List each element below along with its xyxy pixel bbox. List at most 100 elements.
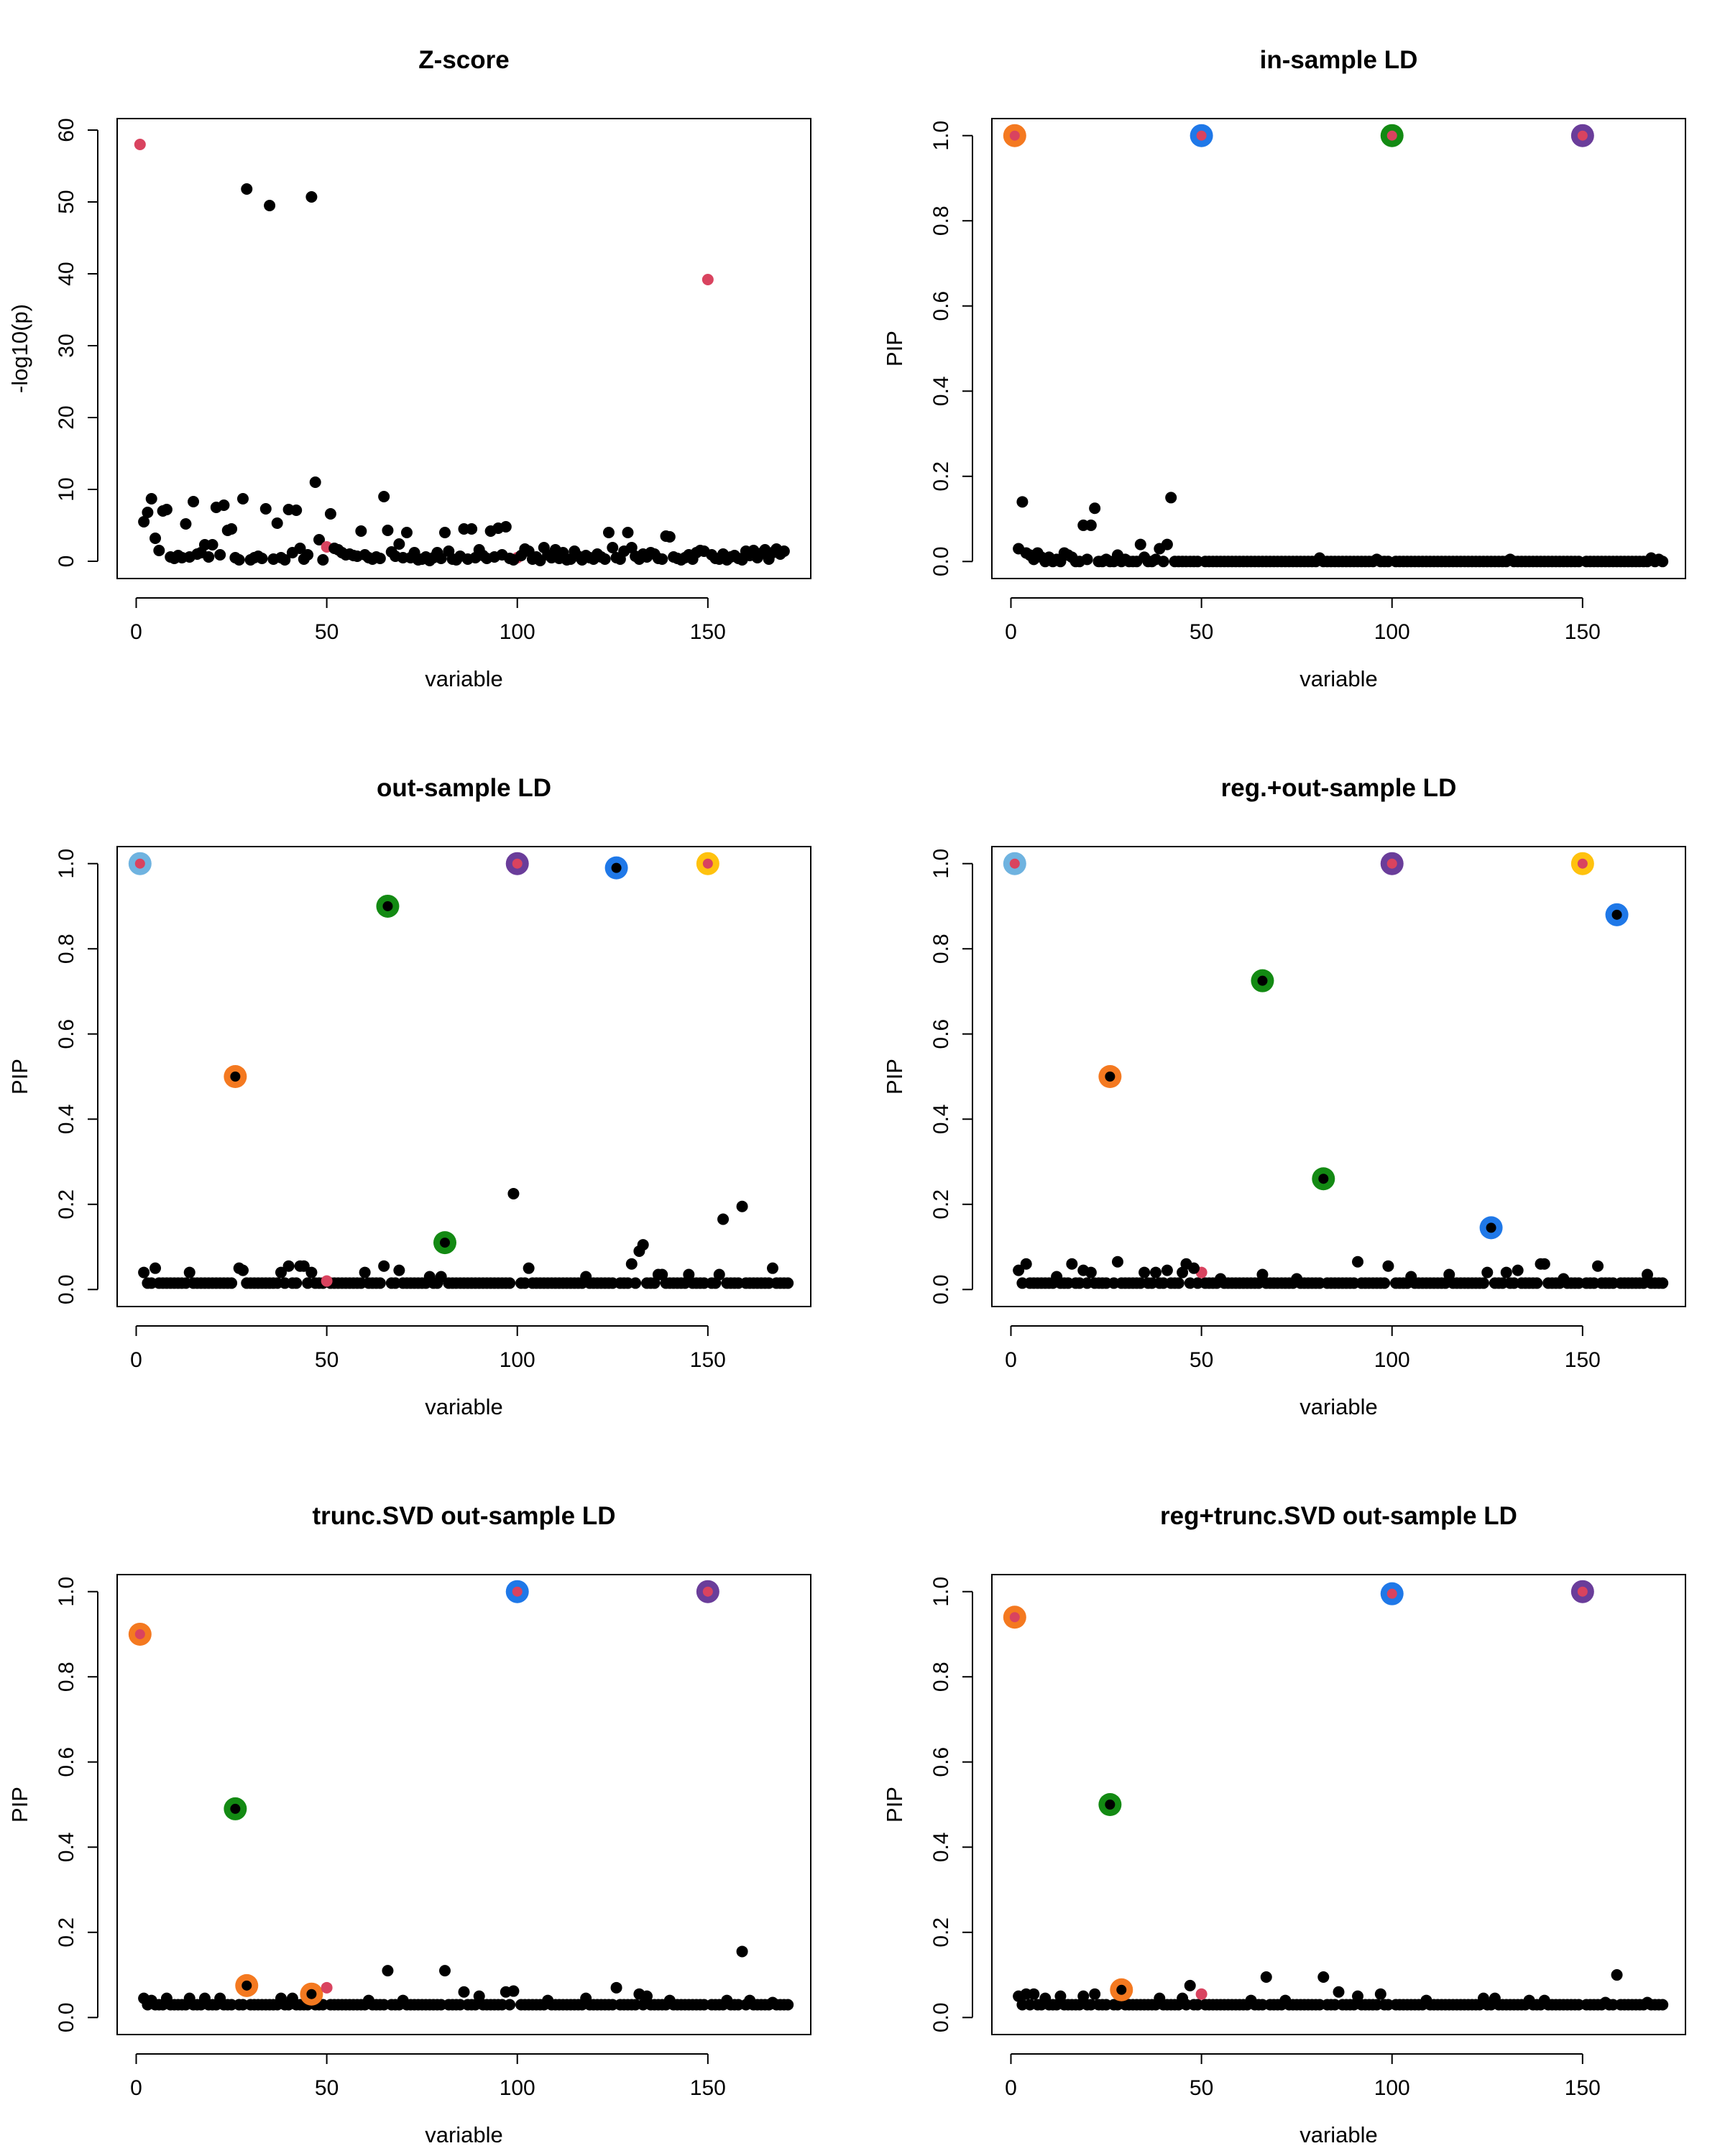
data-points <box>134 139 790 566</box>
y-axis: 0.0 0.2 0.4 0.6 0.8 1.0 <box>929 849 973 1304</box>
plot-frame <box>116 118 811 579</box>
data-point <box>507 1187 520 1199</box>
data-point <box>1352 1990 1364 2002</box>
data-point <box>1538 1258 1550 1270</box>
y-tick-label: 0.4 <box>55 1832 78 1862</box>
plot-frame <box>991 1574 1686 2035</box>
y-axis-label: PIP <box>882 331 907 367</box>
panel-title: reg+trunc.SVD out-sample LD <box>1160 1502 1517 1530</box>
data-points <box>1003 1580 1669 2011</box>
data-point <box>188 496 200 507</box>
panel-title: trunc.SVD out-sample LD <box>313 1502 616 1530</box>
data-point <box>374 553 386 564</box>
data-point <box>226 1277 238 1289</box>
x-tick-label: 100 <box>500 620 535 644</box>
x-axis-label: variable <box>425 1394 503 1419</box>
data-point <box>1245 1994 1257 2007</box>
causal-variant-point <box>1386 1588 1397 1599</box>
data-point <box>230 1072 241 1082</box>
x-tick-label: 0 <box>130 620 142 644</box>
data-point <box>290 1277 303 1289</box>
data-point <box>1333 1986 1345 1998</box>
data-point <box>625 542 638 553</box>
panel-1: Z-score 0 50 100 150 variable 0 10 20 30 40 50 60 -lo… <box>7 46 811 691</box>
x-tick-label: 50 <box>315 1348 339 1372</box>
panel-2: in-sample LD0 50 100 150variable0.00.20.40.… <box>882 46 1686 691</box>
data-point <box>1477 1277 1489 1289</box>
y-tick-label: 0.6 <box>55 1747 78 1777</box>
data-point <box>286 1992 298 2004</box>
data-point <box>275 1266 287 1279</box>
data-point <box>302 549 314 561</box>
data-point <box>214 549 226 561</box>
data-point <box>1652 553 1665 566</box>
data-point <box>766 1996 778 2009</box>
causal-variant-point <box>1195 1988 1208 2000</box>
x-axis-label: variable <box>425 666 503 691</box>
panel-title: reg.+out-sample LD <box>1221 774 1457 802</box>
data-point <box>1257 975 1268 986</box>
data-point <box>203 551 215 563</box>
data-point <box>1489 1992 1501 2004</box>
y-tick-label: 0.4 <box>55 1104 78 1134</box>
x-tick-label: 50 <box>1190 1348 1213 1372</box>
panel-title: in-sample LD <box>1260 46 1418 74</box>
panel-6: reg+trunc.SVD out-sample LD 0 50 100 150 vari… <box>882 1502 1686 2147</box>
data-point <box>298 1260 310 1272</box>
data-point <box>580 1992 592 2004</box>
data-point <box>599 553 611 565</box>
data-point <box>362 1994 374 2007</box>
data-point <box>1538 1994 1550 2007</box>
x-axis-label: variable <box>425 2122 503 2147</box>
panel-5: trunc.SVD out-sample LD 0 50 100 150 variable… <box>7 1502 811 2147</box>
causal-variant-point <box>1577 1586 1588 1597</box>
data-point <box>378 1260 390 1272</box>
data-point <box>656 553 668 565</box>
data-point <box>1558 1273 1570 1285</box>
data-point <box>778 545 790 557</box>
y-tick-label: 0.8 <box>55 934 78 964</box>
data-point <box>663 531 676 543</box>
data-point <box>279 554 291 566</box>
x-axis: 0 50 100 150 <box>130 597 726 644</box>
data-point <box>1531 1277 1543 1289</box>
data-point <box>1420 1994 1432 2007</box>
data-point <box>1039 1992 1052 2004</box>
data-point <box>630 1277 642 1289</box>
data-point <box>504 1277 516 1289</box>
data-point <box>305 1266 318 1279</box>
y-tick-label: 0.2 <box>929 1189 953 1220</box>
x-tick-label: 0 <box>130 1348 142 1372</box>
causal-variant-point <box>1386 858 1397 869</box>
data-point <box>374 1277 386 1289</box>
causal-variant-point <box>1009 1612 1020 1623</box>
causal-variant-point <box>134 1628 145 1639</box>
x-tick-label: 50 <box>315 2076 339 2100</box>
y-tick-label: 0.8 <box>929 206 953 236</box>
data-point <box>721 1994 733 2007</box>
causal-variant-point <box>512 858 523 869</box>
data-point <box>1081 553 1093 566</box>
data-point <box>206 539 218 550</box>
x-tick-label: 50 <box>1190 2076 1213 2100</box>
data-points <box>1003 124 1669 568</box>
causal-variant-point <box>512 1586 523 1597</box>
y-tick-label: 50 <box>55 190 78 213</box>
causal-variant-point <box>1009 130 1020 141</box>
y-tick-label: 0.8 <box>929 934 953 964</box>
plot-frame <box>116 846 811 1307</box>
data-point <box>282 1260 295 1272</box>
data-point <box>435 1271 447 1283</box>
data-point <box>294 543 306 554</box>
data-point <box>393 538 405 550</box>
data-point <box>611 862 622 873</box>
data-point <box>309 476 321 488</box>
data-point <box>290 505 303 516</box>
data-point <box>1379 1277 1391 1289</box>
y-axis-label: -log10(p) <box>7 304 32 393</box>
data-point <box>1215 1273 1227 1285</box>
data-point <box>1154 1992 1166 2004</box>
data-point <box>1291 1273 1303 1285</box>
data-point <box>1177 1992 1189 2004</box>
